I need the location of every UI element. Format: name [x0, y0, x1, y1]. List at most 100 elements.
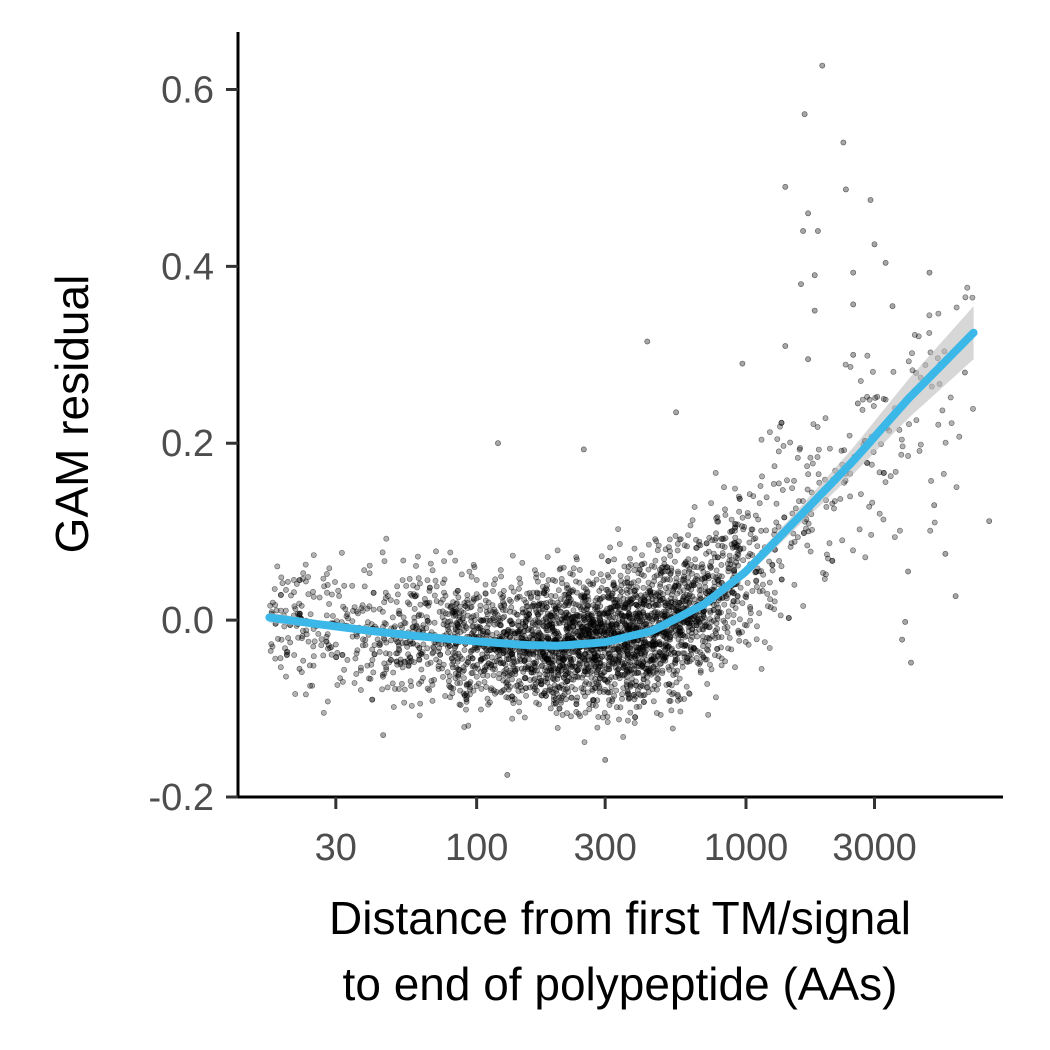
data-point — [369, 696, 376, 703]
data-point — [940, 470, 947, 477]
data-point — [749, 588, 756, 594]
data-point — [473, 683, 480, 689]
data-point — [307, 682, 313, 689]
data-point — [882, 479, 889, 485]
data-point — [539, 662, 545, 669]
data-point — [673, 679, 680, 686]
data-point — [953, 484, 960, 490]
data-point — [969, 294, 976, 301]
data-point — [732, 664, 738, 671]
data-point — [771, 463, 778, 470]
data-point — [456, 701, 463, 708]
data-point — [726, 552, 733, 559]
data-point — [740, 557, 747, 564]
data-point — [675, 697, 681, 704]
data-point — [450, 685, 457, 692]
data-point — [736, 495, 743, 502]
data-point — [383, 666, 390, 673]
data-point — [593, 576, 600, 583]
data-point — [315, 631, 322, 637]
data-point — [866, 396, 873, 403]
data-point — [516, 648, 523, 655]
data-point — [725, 645, 731, 652]
data-point — [815, 228, 821, 234]
data-point — [501, 668, 508, 674]
data-point — [500, 687, 507, 693]
data-point — [686, 592, 693, 599]
data-point — [477, 607, 484, 613]
data-point — [673, 409, 679, 416]
data-point — [277, 664, 284, 671]
data-point — [681, 696, 687, 702]
data-point — [303, 627, 310, 634]
data-point — [557, 697, 564, 704]
data-point — [549, 624, 556, 631]
data-point — [619, 618, 626, 625]
data-point — [759, 473, 765, 480]
data-point — [962, 294, 969, 301]
data-point — [725, 608, 732, 615]
data-point — [490, 687, 497, 694]
data-point — [545, 577, 552, 583]
data-point — [635, 577, 642, 584]
data-point — [644, 612, 651, 619]
data-point — [383, 639, 390, 646]
data-point — [708, 559, 715, 565]
data-point — [283, 652, 290, 658]
data-point — [516, 575, 523, 582]
data-point — [611, 556, 617, 563]
data-point — [478, 706, 484, 713]
data-point — [685, 584, 692, 591]
data-point — [722, 512, 729, 518]
data-point — [641, 572, 647, 579]
data-point — [732, 540, 738, 546]
data-point — [272, 655, 279, 662]
data-point — [730, 619, 737, 626]
data-point — [592, 685, 598, 691]
data-point — [710, 573, 716, 579]
data-point — [366, 570, 373, 577]
data-point — [633, 601, 640, 608]
data-point — [887, 473, 894, 480]
data-point — [431, 677, 437, 683]
data-point — [747, 610, 754, 616]
data-point — [805, 471, 812, 478]
data-point — [457, 687, 463, 694]
data-point — [539, 572, 546, 578]
data-point — [926, 269, 933, 276]
data-point — [586, 681, 592, 687]
data-point — [536, 590, 543, 597]
data-point — [320, 575, 327, 582]
data-point — [798, 281, 804, 287]
data-point — [672, 632, 678, 639]
data-point — [737, 546, 744, 552]
data-point — [654, 675, 661, 682]
data-point — [394, 583, 400, 590]
data-point — [555, 683, 562, 690]
data-point — [506, 634, 513, 641]
data-point — [935, 310, 942, 317]
data-point — [498, 573, 504, 580]
data-point — [829, 557, 836, 564]
data-point — [349, 582, 356, 589]
data-point — [708, 666, 715, 673]
data-point — [510, 663, 517, 670]
data-point — [747, 606, 754, 612]
data-point — [596, 689, 603, 695]
data-point — [602, 757, 609, 763]
data-point — [625, 694, 632, 701]
data-point — [339, 652, 346, 658]
data-point — [691, 596, 698, 603]
data-point — [775, 448, 782, 455]
data-point — [713, 535, 719, 542]
data-point — [673, 575, 680, 582]
x-tick-label: 3000 — [832, 827, 917, 869]
x-tick-label: 100 — [445, 827, 508, 869]
data-point — [558, 576, 565, 582]
data-point — [666, 536, 673, 543]
data-point — [437, 651, 444, 658]
data-point — [681, 569, 688, 576]
data-point — [381, 558, 388, 564]
data-point — [675, 568, 681, 575]
data-point — [458, 571, 465, 578]
